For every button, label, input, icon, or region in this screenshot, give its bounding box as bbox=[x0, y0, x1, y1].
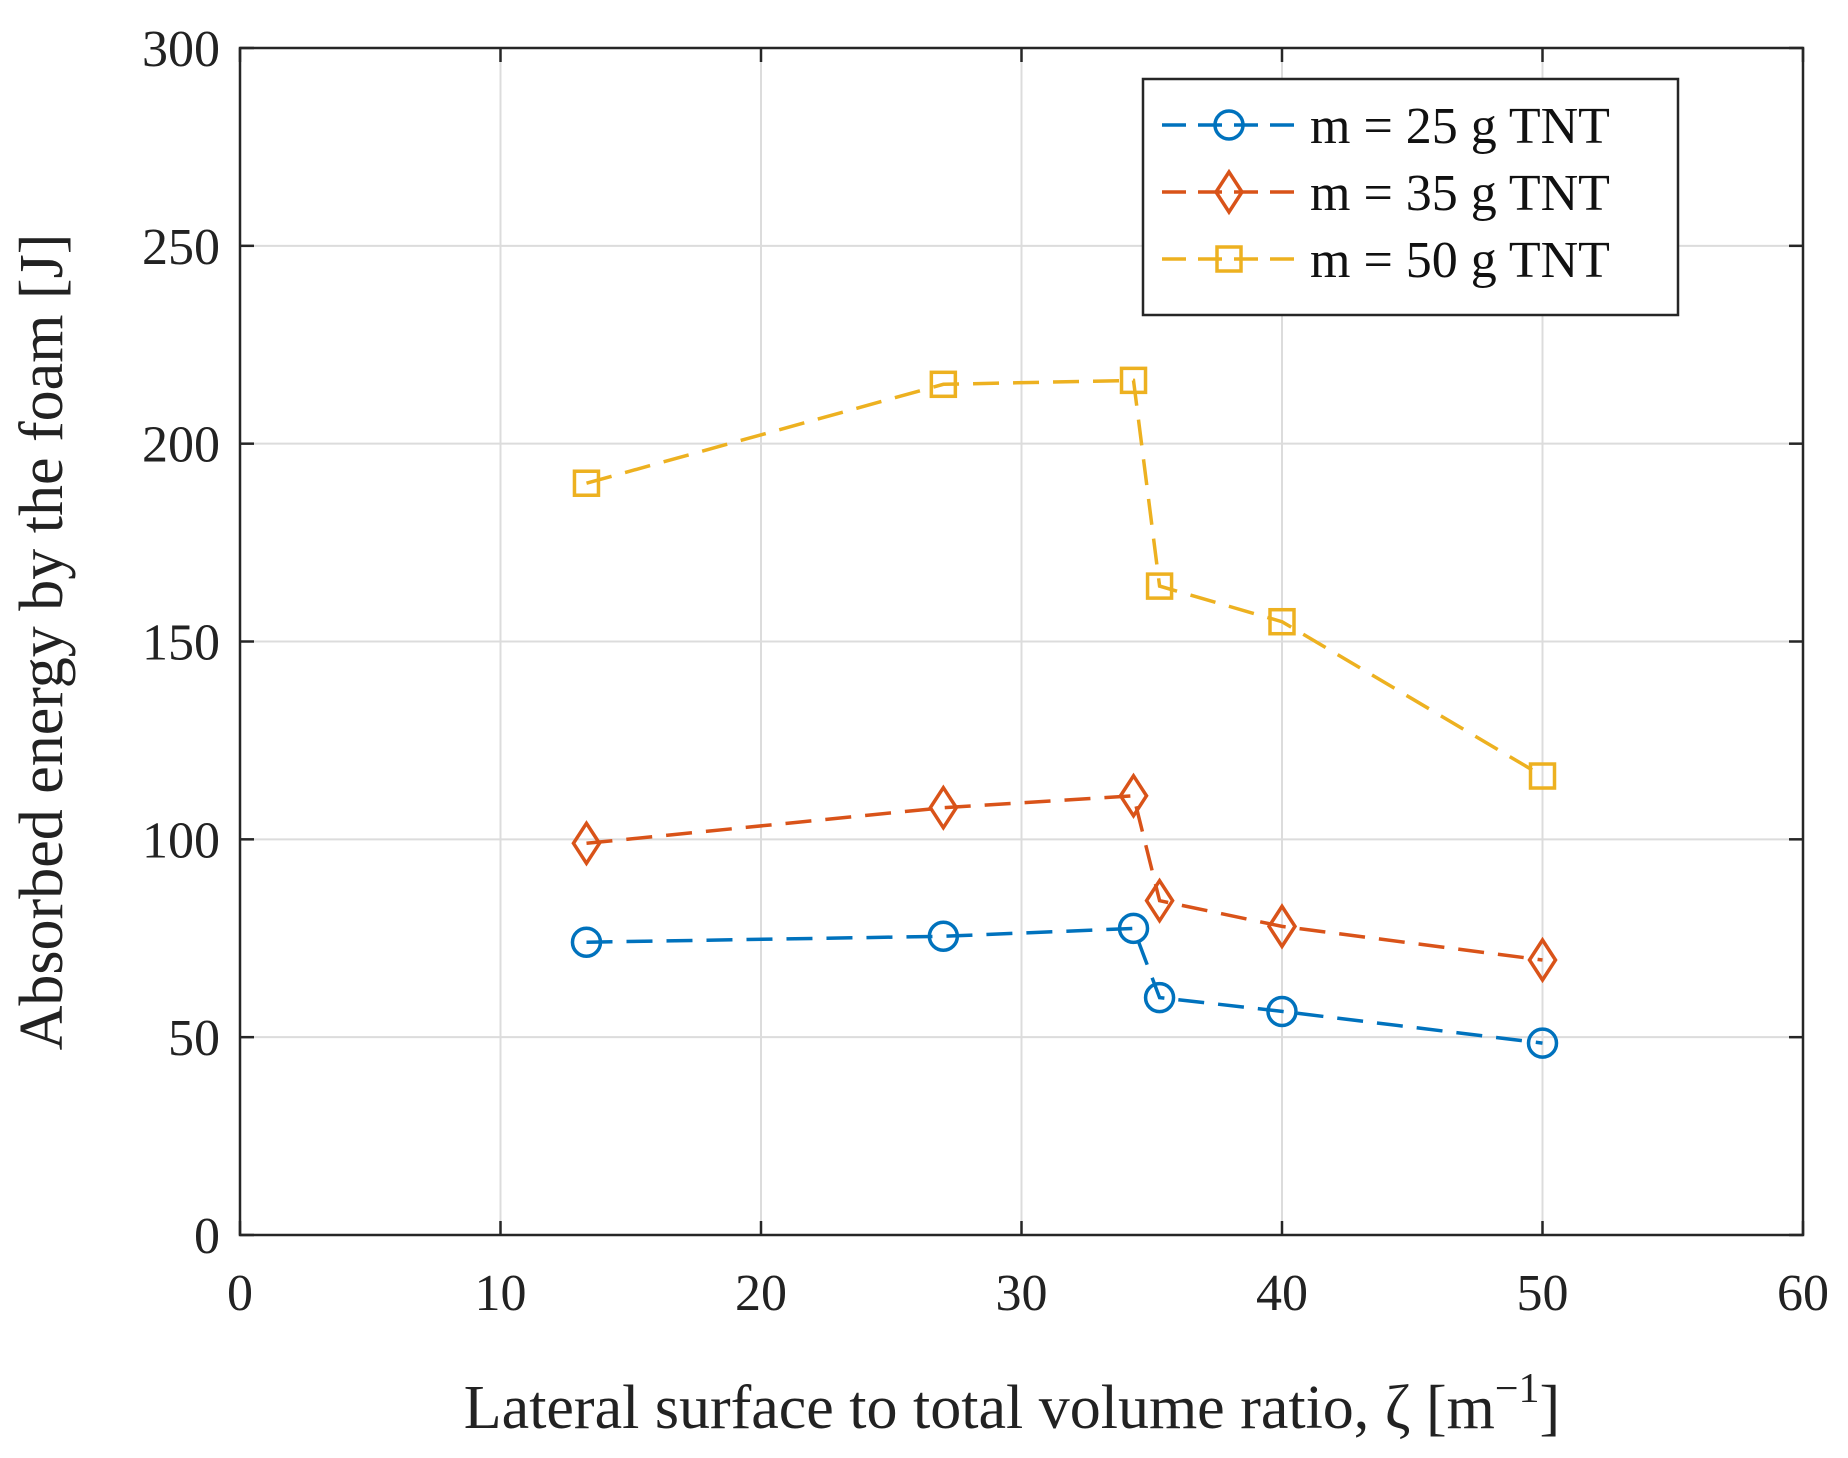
series-3-point bbox=[1119, 366, 1148, 395]
x-tick-label: 30 bbox=[996, 1265, 1048, 1322]
legend-box bbox=[1141, 77, 1680, 317]
y-tick-label: 100 bbox=[142, 812, 220, 869]
series-3-point bbox=[572, 469, 601, 497]
y-tick-label: 200 bbox=[142, 417, 220, 474]
y-tick-label: 0 bbox=[194, 1208, 220, 1265]
series-2-line bbox=[586, 793, 1543, 962]
series-3-point bbox=[1268, 607, 1296, 636]
x-axis-label: Lateral surface to total volume ratio, ζ… bbox=[464, 1366, 1560, 1442]
x-axis-label-superscript: −1 bbox=[1495, 1366, 1540, 1412]
legend-item-2: m = 35 g TNT bbox=[1162, 165, 1610, 222]
legend-label: m = 50 g TNT bbox=[1310, 232, 1610, 289]
plot-area bbox=[570, 366, 1559, 1059]
legend-item-3: m = 50 g TNT bbox=[1162, 232, 1610, 289]
series-3-point bbox=[1145, 572, 1174, 600]
series-1 bbox=[570, 912, 1559, 1059]
x-tick-label: 10 bbox=[475, 1265, 527, 1322]
series-3-line bbox=[586, 378, 1544, 778]
legend-label: m = 25 g TNT bbox=[1310, 98, 1610, 155]
legend-marker bbox=[1215, 245, 1243, 273]
series-2-point bbox=[571, 820, 602, 867]
series-1-point bbox=[1526, 1027, 1559, 1059]
legend-label: m = 35 g TNT bbox=[1310, 165, 1610, 222]
x-tick-label: 40 bbox=[1256, 1265, 1308, 1322]
series-1-point bbox=[1117, 912, 1150, 945]
x-tick-label: 20 bbox=[735, 1265, 787, 1322]
series-3-point bbox=[1528, 762, 1557, 790]
series-1-point bbox=[927, 920, 960, 953]
series-2 bbox=[571, 772, 1558, 984]
series-1-point bbox=[570, 926, 603, 958]
series-1-line bbox=[586, 926, 1543, 1045]
y-tick-label: 250 bbox=[142, 219, 220, 276]
series-3 bbox=[572, 366, 1557, 790]
series-1-point bbox=[1143, 981, 1176, 1014]
series-2-point bbox=[1527, 936, 1558, 984]
series-2-point bbox=[1118, 772, 1149, 820]
axis-ticks: 0 10 20 30 40 50 60 0 50 100 150 200 250 300 bbox=[142, 21, 1829, 1322]
x-axis-label-close: ] bbox=[1540, 1374, 1561, 1442]
series-1-point bbox=[1266, 995, 1298, 1028]
legend: m = 25 g TNT m = 35 g TNT m = 50 g TNT bbox=[1141, 77, 1680, 317]
y-axis-label: Absorbed energy by the foam [J] bbox=[8, 234, 76, 1051]
y-tick-label: 300 bbox=[142, 21, 220, 78]
series-2-point bbox=[928, 784, 959, 831]
y-tick-label: 150 bbox=[142, 615, 220, 672]
x-axis-label-main: Lateral surface to total volume ratio, ζ… bbox=[464, 1374, 1495, 1442]
x-tick-label: 60 bbox=[1777, 1265, 1829, 1322]
legend-item-1: m = 25 g TNT bbox=[1162, 98, 1610, 155]
series-3-point bbox=[929, 370, 958, 399]
legend-marker bbox=[1213, 109, 1245, 141]
series-2-point bbox=[1266, 903, 1298, 950]
x-tick-label: 50 bbox=[1517, 1265, 1569, 1322]
series-2-point bbox=[1144, 877, 1175, 924]
legend-marker bbox=[1213, 168, 1245, 216]
x-tick-label: 0 bbox=[227, 1265, 253, 1322]
y-tick-label: 50 bbox=[168, 1010, 220, 1067]
